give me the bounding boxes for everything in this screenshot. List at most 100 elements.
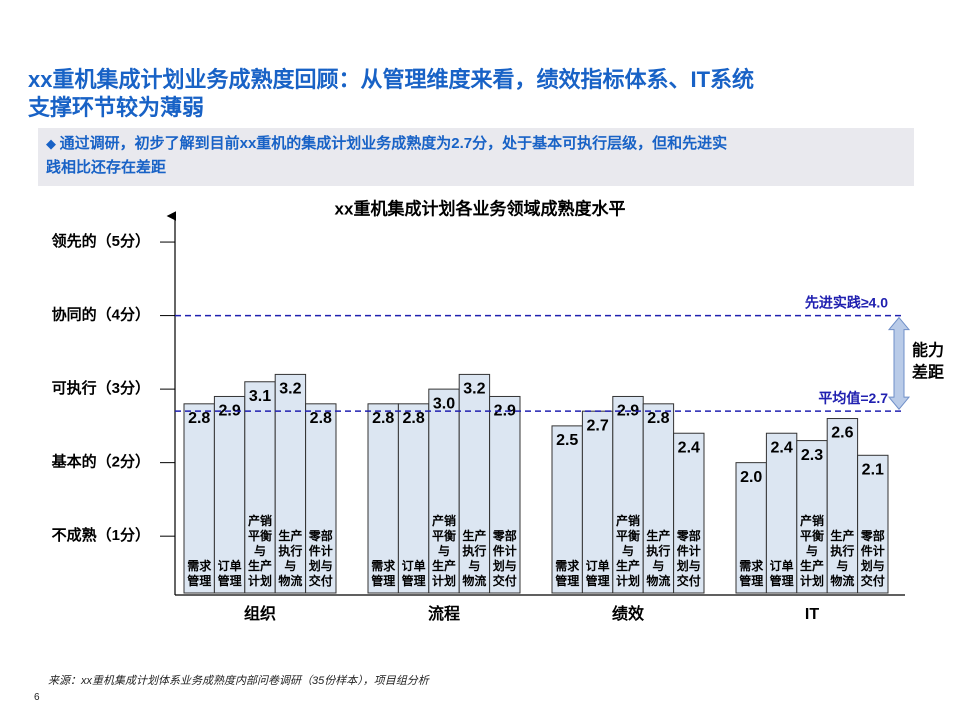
- bar-label: 零部: [308, 528, 333, 543]
- bar-label: 与: [438, 544, 450, 558]
- group-label: 组织: [244, 604, 276, 623]
- bar-label: 件计: [861, 543, 885, 558]
- bar-label: 物流: [462, 573, 486, 588]
- chart-title: xx重机集成计划各业务领域成熟度水平: [335, 198, 626, 218]
- bar-label: 交付: [677, 573, 701, 588]
- bar-label: 订单: [770, 558, 794, 573]
- bar: [397, 403, 430, 594]
- bar-label: 管理: [739, 573, 763, 588]
- reference-label: 平均值=2.7: [818, 390, 888, 406]
- bar-label: 平衡: [616, 528, 640, 543]
- bar-label: 产销: [616, 513, 640, 528]
- bar-label: 件计: [677, 543, 701, 558]
- bar-label: 管理: [555, 573, 579, 588]
- bar-label: 执行: [462, 543, 486, 558]
- bar-label: 平衡: [800, 528, 824, 543]
- bar-label: 管理: [770, 573, 794, 588]
- bar-label: 产销: [432, 513, 456, 528]
- bar-label: 生产: [432, 558, 456, 573]
- bar-label: 生产: [646, 528, 670, 543]
- bar-label: 物流: [278, 573, 302, 588]
- bar-label: 生产: [278, 528, 302, 543]
- bar-label: 管理: [218, 573, 242, 588]
- value-label: 2.3: [801, 447, 823, 464]
- bar-label: 划与: [861, 558, 885, 573]
- page-number: 6: [34, 692, 40, 703]
- bar: [489, 395, 521, 594]
- value-label: 2.7: [586, 417, 608, 434]
- bar-label: 件计: [493, 543, 517, 558]
- bar-label: 生产: [462, 528, 486, 543]
- value-label: 2.8: [647, 410, 669, 427]
- summary-box: ◆ 通过调研，初步了解到目前xx重机的集成计划业务成熟度为2.7分，处于基本可执…: [38, 128, 914, 186]
- bar: [428, 388, 460, 594]
- summary-text: 通过调研，初步了解到目前xx重机的集成计划业务成熟度为2.7分，处于基本可执行层…: [59, 135, 728, 152]
- gap-label: 能力: [912, 341, 944, 360]
- y-tick-label: 不成熟（1分）: [52, 526, 150, 544]
- bar-label: 执行: [830, 543, 854, 558]
- bar-label: 需求: [371, 558, 396, 573]
- reference-label: 先进实践≥4.0: [805, 294, 888, 310]
- bar: [735, 462, 767, 594]
- bar-label: 零部: [676, 528, 701, 543]
- value-label: 2.0: [740, 469, 762, 486]
- bar-label: 与: [468, 559, 480, 573]
- bar: [213, 395, 246, 594]
- value-label: 3.1: [249, 388, 271, 405]
- bar-label: 执行: [646, 543, 670, 558]
- value-label: 2.4: [678, 439, 700, 456]
- bar-label: 生产: [616, 558, 640, 573]
- bar: [796, 440, 828, 594]
- source: 来源：xx重机集成计划体系业务成熟度内部问卷调研（35份样本），项目组分析: [48, 675, 429, 687]
- bar: [551, 425, 583, 594]
- bar-label: 管理: [187, 573, 211, 588]
- title-line: xx重机集成计划业务成熟度回顾：从管理维度来看，绩效指标体系、IT系统: [28, 67, 755, 92]
- bar-label: 与: [254, 544, 266, 558]
- bar-label: 与: [806, 544, 818, 558]
- bar-label: 生产: [830, 528, 854, 543]
- y-tick-label: 基本的（2分）: [51, 453, 150, 471]
- bar-label: 与: [652, 559, 664, 573]
- bar-label: 物流: [646, 573, 670, 588]
- bar-label: 平衡: [248, 528, 272, 543]
- value-label: 2.5: [556, 432, 578, 449]
- bar-label: 计划: [432, 573, 456, 588]
- y-tick-label: 协同的（4分）: [52, 306, 150, 324]
- value-label: 2.9: [494, 403, 516, 420]
- bar-label: 交付: [861, 573, 885, 588]
- bar-label: 需求: [555, 558, 580, 573]
- y-tick-label: 领先的（5分）: [51, 232, 150, 250]
- bar-label: 订单: [218, 558, 242, 573]
- bar-label: 管理: [586, 573, 610, 588]
- bar-label: 与: [284, 559, 296, 573]
- value-label: 2.4: [770, 439, 792, 456]
- value-label: 2.1: [862, 462, 884, 479]
- bar-label: 需求: [187, 558, 212, 573]
- summary-line: ◆ 通过调研，初步了解到目前xx重机的集成计划业务成熟度为2.7分，处于基本可执…: [46, 135, 728, 152]
- bar-label: 件计: [309, 543, 333, 558]
- bar: [305, 403, 337, 594]
- summary-line: 践相比还存在差距: [46, 159, 167, 176]
- bar: [765, 432, 798, 594]
- value-label: 3.2: [463, 381, 485, 398]
- value-label: 2.8: [372, 410, 394, 427]
- bar-label: 订单: [586, 558, 610, 573]
- bar-label: 管理: [402, 573, 426, 588]
- bar: [673, 432, 705, 594]
- bar-label: 计划: [800, 573, 824, 588]
- value-label: 2.6: [831, 425, 853, 442]
- bar-label: 平衡: [432, 528, 456, 543]
- bar: [642, 403, 675, 594]
- bar-label: 划与: [677, 558, 701, 573]
- bar-label: 执行: [278, 543, 302, 558]
- value-label: 2.8: [310, 410, 332, 427]
- bar-label: 交付: [309, 573, 333, 588]
- bar-label: 生产: [800, 558, 824, 573]
- group-label: IT: [805, 606, 819, 623]
- bar: [367, 403, 399, 594]
- group-label: 绩效: [612, 604, 644, 623]
- bar-label: 零部: [492, 528, 517, 543]
- bar: [458, 373, 491, 594]
